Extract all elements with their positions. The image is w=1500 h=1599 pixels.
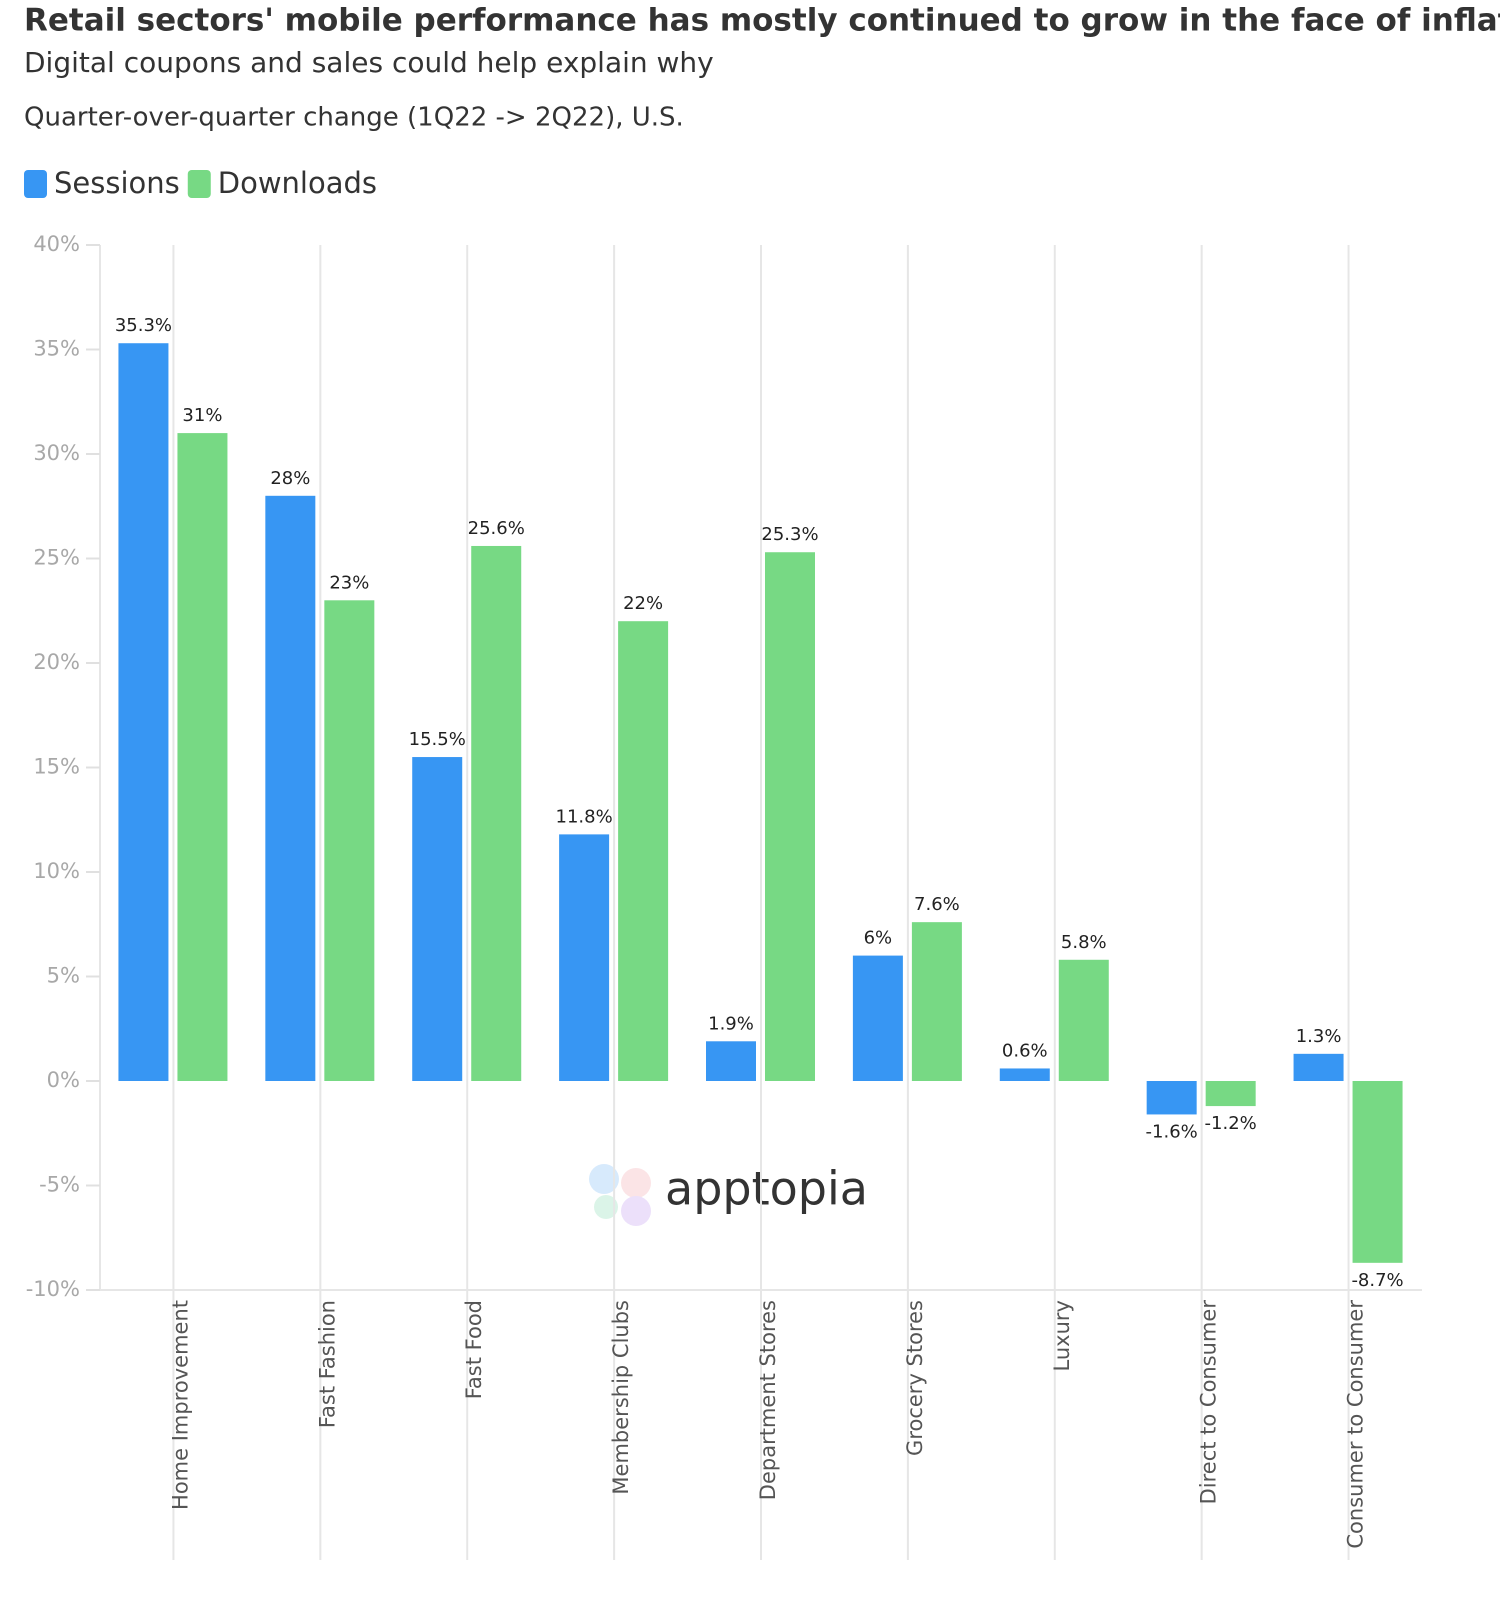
- data-label: 1.9%: [708, 1013, 754, 1034]
- data-label: -1.2%: [1205, 1113, 1257, 1134]
- data-label: 22%: [623, 593, 663, 614]
- data-label: 0.6%: [1002, 1040, 1048, 1061]
- bar: [618, 621, 669, 1081]
- bar: [412, 757, 463, 1081]
- legend-label: Sessions: [54, 166, 180, 200]
- bar: [118, 343, 169, 1082]
- bar: [559, 834, 610, 1081]
- bar: [765, 552, 815, 1081]
- x-tick-label: Luxury: [1050, 1300, 1074, 1371]
- y-tick-label: -10%: [26, 1277, 80, 1301]
- bar: [1146, 1081, 1197, 1115]
- x-tick-label: Home Improvement: [168, 1300, 192, 1510]
- x-tick-label: Direct to Consumer: [1197, 1300, 1221, 1505]
- bar: [177, 433, 228, 1082]
- legend-swatch: [24, 170, 47, 198]
- y-tick-label: 5%: [47, 964, 80, 988]
- data-label: 1.3%: [1296, 1026, 1342, 1047]
- bar: [1352, 1081, 1403, 1263]
- legend-label: Downloads: [218, 166, 377, 200]
- y-tick-label: 25%: [33, 546, 80, 570]
- x-tick-label: Fast Food: [462, 1300, 486, 1399]
- y-tick-label: 10%: [33, 859, 80, 883]
- data-label: 7.6%: [914, 894, 960, 915]
- y-tick-label: 15%: [33, 755, 80, 779]
- bar: [1293, 1053, 1344, 1081]
- y-tick-label: 35%: [33, 337, 80, 361]
- x-tick-label: Membership Clubs: [609, 1300, 633, 1495]
- watermark-logo: [589, 1164, 651, 1226]
- y-tick-label: 30%: [33, 441, 80, 465]
- bar: [1058, 959, 1109, 1081]
- data-label: 28%: [270, 468, 310, 489]
- x-tick-label: Consumer to Consumer: [1344, 1300, 1368, 1549]
- data-label: 11.8%: [556, 806, 613, 827]
- data-label: 23%: [329, 572, 369, 593]
- bar: [852, 955, 903, 1081]
- data-label: 5.8%: [1061, 932, 1107, 953]
- y-tick-label: 20%: [33, 650, 80, 674]
- x-tick-label: Grocery Stores: [903, 1300, 927, 1456]
- data-label: -8.7%: [1351, 1270, 1403, 1291]
- y-tick-label: 40%: [33, 232, 80, 256]
- data-label: 31%: [182, 405, 222, 426]
- data-label: 35.3%: [115, 315, 172, 336]
- chart-note: Quarter-over-quarter change (1Q22 -> 2Q2…: [24, 103, 684, 133]
- y-tick-label: 0%: [47, 1068, 80, 1092]
- data-label: 25.3%: [761, 524, 818, 545]
- x-tick-label: Fast Fashion: [315, 1300, 339, 1428]
- bar: [911, 922, 962, 1081]
- data-label: 15.5%: [409, 729, 466, 750]
- bar: [265, 495, 316, 1081]
- legend-swatch: [187, 170, 211, 198]
- data-label: 6%: [864, 928, 893, 949]
- chart-subtitle: Digital coupons and sales could help exp…: [24, 46, 714, 79]
- data-label: -1.6%: [1146, 1121, 1198, 1142]
- bar: [1205, 1081, 1256, 1107]
- y-tick-label: -5%: [39, 1173, 80, 1197]
- bar: [324, 600, 375, 1081]
- bar: [706, 1041, 756, 1081]
- chart-title: Retail sectors' mobile performance has m…: [24, 3, 1500, 39]
- watermark: apptopia: [665, 1162, 868, 1216]
- bar: [999, 1068, 1050, 1081]
- x-tick-label: Department Stores: [756, 1300, 780, 1500]
- bar: [471, 545, 522, 1081]
- data-label: 25.6%: [468, 518, 525, 539]
